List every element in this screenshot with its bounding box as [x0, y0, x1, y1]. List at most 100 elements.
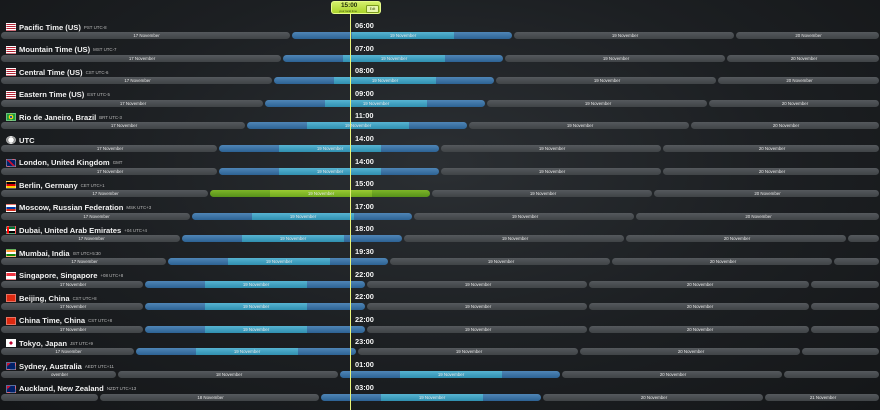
timezone-row[interactable]: Rio de Janeiro, Brazil BRT UTC-3 11:00 17 N… — [0, 110, 880, 133]
current-day-segment[interactable]: 19 November — [145, 303, 365, 311]
day-segment[interactable]: 20 November — [562, 371, 782, 378]
day-segment[interactable]: 19 November — [404, 235, 624, 243]
current-day-segment[interactable]: 19 November — [219, 145, 439, 152]
day-segment[interactable]: 17 November — [1, 258, 166, 265]
day-segment[interactable] — [811, 303, 879, 311]
current-day-segment[interactable]: 19 November — [321, 393, 541, 401]
timezone-row[interactable]: Tokyo, Japan JST UTC+9 23:00 17 November 19 … — [0, 336, 880, 359]
current-day-segment[interactable]: 19 November — [265, 99, 485, 107]
timezone-row[interactable]: Pacific Time (US) PST UTC-8 06:00 17 Novemb… — [0, 20, 880, 43]
edit-time-button[interactable]: Edit — [366, 4, 379, 13]
timezone-row[interactable]: Sydney, Australia AEDT UTC+11 01:00 ovember… — [0, 359, 880, 382]
day-segment[interactable]: 19 November — [441, 167, 661, 175]
day-segment[interactable]: 19 November — [514, 32, 734, 39]
day-segment[interactable]: 20 November — [636, 212, 879, 220]
day-segment[interactable]: 17 November — [1, 280, 143, 288]
day-segment[interactable]: 19 November — [487, 99, 707, 107]
current-day-segment[interactable]: 19 November — [210, 190, 430, 198]
timezone-row[interactable]: Dubai, United Arab Emirates +04 UTC+4 18:0… — [0, 223, 880, 246]
daytime-band — [278, 167, 382, 175]
current-time-indicator[interactable]: 15:00 your local time Edit — [331, 1, 381, 14]
current-day-segment[interactable]: 19 November — [274, 77, 494, 85]
day-segment[interactable]: 19 November — [390, 258, 610, 265]
day-label: 17 November — [59, 281, 87, 287]
day-segment[interactable]: 17 November — [1, 348, 134, 356]
day-segment[interactable]: 17 November — [1, 145, 217, 152]
timezone-row[interactable]: Mumbai, India IST UTC+5:30 19:30 17 Novembe… — [0, 246, 880, 269]
day-segment[interactable]: 20 November — [612, 258, 832, 265]
timezone-row[interactable]: Moscow, Russian Federation MSK UTC+3 17:00… — [0, 201, 880, 224]
day-segment[interactable]: 17 November — [1, 122, 245, 130]
day-segment[interactable] — [811, 325, 879, 333]
current-day-segment[interactable]: 19 November — [192, 212, 412, 220]
timezone-row[interactable]: Auckland, New Zealand NZDT UTC+13 03:00 18 … — [0, 382, 880, 405]
day-segment[interactable]: 17 November — [1, 190, 208, 198]
day-segment[interactable]: 19 November — [367, 303, 587, 311]
day-segment[interactable]: 20 November — [589, 325, 809, 333]
timezone-row[interactable]: UTC 14:00 17 November 19 November 19 Novembe… — [0, 133, 880, 156]
day-segment[interactable] — [811, 280, 879, 288]
day-segment[interactable]: 20 November — [654, 190, 879, 198]
current-day-segment[interactable]: 19 November — [136, 348, 356, 356]
day-segment[interactable] — [848, 235, 879, 243]
current-day-segment[interactable]: 19 November — [247, 122, 467, 130]
day-segment[interactable]: 19 November — [367, 325, 587, 333]
day-segment[interactable]: 19 November — [358, 348, 578, 356]
current-day-segment[interactable]: 19 November — [145, 325, 365, 333]
day-segment[interactable]: 18 November — [118, 371, 338, 378]
day-segment[interactable] — [802, 348, 879, 356]
day-segment[interactable]: 19 November — [441, 145, 661, 152]
current-day-segment[interactable]: 19 November — [182, 235, 402, 243]
day-segment[interactable]: 20 November — [727, 54, 879, 62]
timezone-row[interactable]: China Time, China CST UTC+8 22:00 17 Novemb… — [0, 314, 880, 337]
current-day-segment[interactable]: 19 November — [292, 32, 512, 39]
day-segment[interactable]: 20 November — [709, 99, 879, 107]
timezone-row[interactable]: Eastern Time (US) EST UTC-5 09:00 17 Novemb… — [0, 88, 880, 111]
day-segment[interactable]: 19 November — [496, 77, 716, 85]
day-segment[interactable]: 20 November — [718, 77, 879, 85]
day-segment[interactable]: 20 November — [580, 348, 800, 356]
day-segment[interactable]: 20 November — [663, 167, 879, 175]
day-segment[interactable]: 18 November — [100, 393, 319, 401]
timezone-row[interactable]: Beijing, China CST UTC+8 22:00 17 November 1… — [0, 291, 880, 314]
day-segment[interactable]: ovember — [1, 371, 116, 378]
day-segment[interactable]: 20 November — [663, 145, 879, 152]
day-segment[interactable]: 19 November — [469, 122, 689, 130]
timezone-name: Dubai, United Arab Emirates — [19, 225, 122, 235]
day-segment[interactable]: 19 November — [414, 212, 634, 220]
day-segment[interactable]: 20 November — [543, 393, 763, 401]
current-day-segment[interactable]: 19 November — [283, 54, 503, 62]
current-time-line[interactable] — [349, 14, 351, 410]
day-segment[interactable]: 17 November — [1, 325, 143, 333]
day-segment[interactable]: 20 November — [589, 303, 809, 311]
timezone-row[interactable]: Singapore, Singapore +08 UTC+8 22:00 17 Nov… — [0, 269, 880, 292]
day-segment[interactable]: 17 November — [1, 167, 217, 175]
day-segment[interactable]: 19 November — [432, 190, 652, 198]
timezone-row[interactable]: Berlin, Germany CET UTC+1 15:00 17 November… — [0, 178, 880, 201]
day-segment[interactable]: 17 November — [1, 54, 281, 62]
current-day-segment[interactable]: 19 November — [340, 371, 560, 378]
current-day-segment[interactable]: 19 November — [219, 167, 439, 175]
day-segment[interactable] — [834, 258, 879, 265]
day-segment[interactable]: 20 November — [626, 235, 846, 243]
day-segment[interactable]: 21 November — [765, 393, 879, 401]
current-day-segment[interactable]: 19 November — [168, 258, 388, 265]
current-day-segment[interactable]: 19 November — [145, 280, 365, 288]
day-segment[interactable]: 17 November — [1, 303, 143, 311]
day-segment[interactable]: 19 November — [505, 54, 725, 62]
timezone-row[interactable]: Central Time (US) CST UTC-6 08:00 17 Novemb… — [0, 65, 880, 88]
timezone-row[interactable]: Mountain Time (US) MST UTC-7 07:00 17 Novem… — [0, 43, 880, 66]
day-segment[interactable]: 17 November — [1, 212, 190, 220]
day-segment[interactable]: 17 November — [1, 99, 263, 107]
day-segment[interactable]: 19 November — [367, 280, 587, 288]
day-segment[interactable]: 20 November — [736, 32, 879, 39]
day-segment[interactable] — [784, 371, 879, 378]
timezone-current-time: 18:00 — [355, 224, 374, 234]
day-segment[interactable]: 20 November — [589, 280, 809, 288]
day-segment[interactable]: 17 November — [1, 77, 272, 85]
day-segment[interactable]: 17 November — [1, 235, 180, 243]
day-segment[interactable]: 17 November — [1, 32, 290, 39]
day-segment[interactable]: 20 November — [691, 122, 879, 130]
day-segment[interactable] — [1, 393, 98, 401]
timezone-row[interactable]: London, United Kingdom GMT 14:00 17 Novembe… — [0, 156, 880, 179]
